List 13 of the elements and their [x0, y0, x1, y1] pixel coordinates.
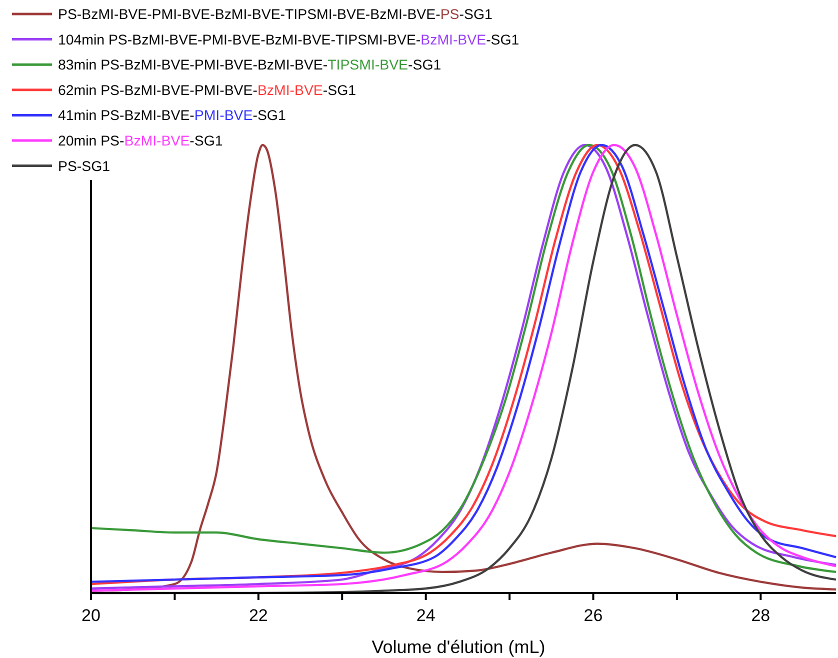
- legend-label: PS-BzMI-BVE-PMI-BVE-BzMI-BVE-TIPSMI-BVE-BzMI-BVE-PS-SG1: [58, 7, 492, 23]
- legend-label: 104min PS-BzMI-BVE-PMI-BVE-BzMI-BVE-TIPSMI-BVE-BzMI-BVE-SG1: [58, 32, 520, 48]
- legend-label: 20min PS-BzMI-BVE-SG1: [58, 134, 223, 150]
- legend-label: 41min PS-BzMI-BVE-PMI-BVE-SG1: [58, 108, 286, 124]
- x-tick-label: 28: [751, 606, 770, 625]
- x-tick-label: 20: [82, 606, 100, 625]
- legend-label: PS-SG1: [58, 158, 110, 175]
- x-axis-title: Volume d'élution (mL): [372, 637, 546, 657]
- x-tick-label: 26: [584, 606, 603, 625]
- legend-label: 62min PS-BzMI-BVE-PMI-BVE-BzMI-BVE-SG1: [58, 82, 356, 99]
- x-tick-label: 22: [248, 606, 268, 625]
- x-tick-label: 24: [416, 606, 436, 625]
- legend-label: 83min PS-BzMI-BVE-PMI-BVE-BzMI-BVE-TIPSMI-BVE-SG1: [58, 58, 442, 74]
